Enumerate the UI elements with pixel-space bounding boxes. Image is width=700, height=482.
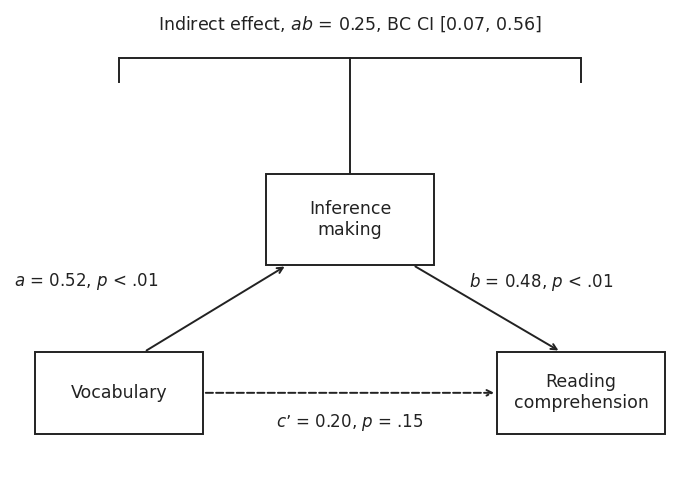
- Text: Vocabulary: Vocabulary: [71, 384, 167, 402]
- Text: $b$ = 0.48, $p$ < .01: $b$ = 0.48, $p$ < .01: [469, 271, 614, 293]
- FancyBboxPatch shape: [266, 174, 434, 265]
- Text: $c$’ = 0.20, $p$ = .15: $c$’ = 0.20, $p$ = .15: [276, 412, 424, 433]
- Text: Inference
making: Inference making: [309, 200, 391, 239]
- FancyBboxPatch shape: [35, 352, 203, 434]
- Text: $a$ = 0.52, $p$ < .01: $a$ = 0.52, $p$ < .01: [14, 271, 158, 293]
- Text: Reading
comprehension: Reading comprehension: [514, 374, 648, 412]
- FancyBboxPatch shape: [497, 352, 665, 434]
- Text: Indirect effect, $ab$ = 0.25, BC CI [0.07, 0.56]: Indirect effect, $ab$ = 0.25, BC CI [0.0…: [158, 14, 542, 34]
